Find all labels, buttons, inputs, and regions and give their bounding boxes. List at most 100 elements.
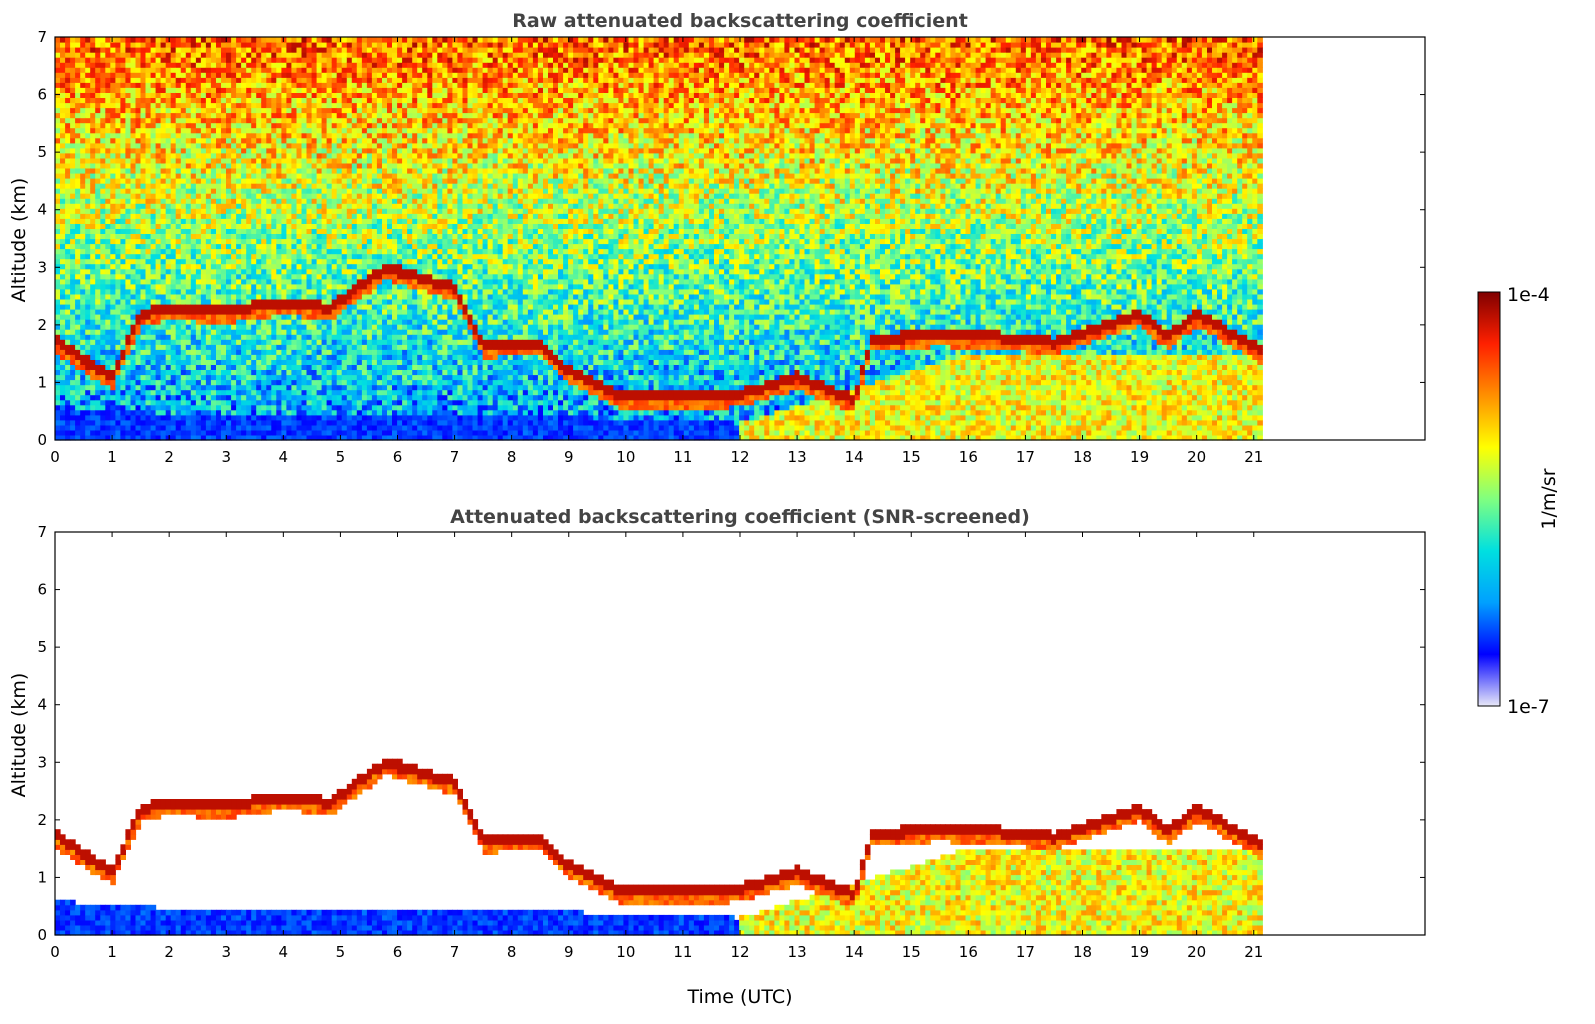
heatmap-cell — [322, 324, 328, 330]
heatmap-cell — [191, 108, 197, 114]
heatmap-cell — [191, 87, 197, 93]
heatmap-cell — [120, 344, 126, 350]
heatmap-cell — [80, 218, 86, 224]
heatmap-cell — [261, 133, 267, 139]
heatmap-cell — [317, 415, 323, 421]
heatmap-cell — [171, 123, 177, 129]
heatmap-cell — [85, 410, 91, 416]
heatmap-cell — [352, 244, 358, 250]
heatmap-cell — [65, 309, 71, 315]
heatmap-cell — [241, 57, 247, 63]
heatmap-cell — [110, 213, 116, 219]
heatmap-cell — [196, 163, 202, 169]
heatmap-cell — [266, 244, 272, 250]
heatmap-cell — [105, 148, 111, 154]
heatmap-cell — [201, 178, 207, 184]
heatmap-cell — [256, 47, 262, 53]
heatmap-cell — [297, 410, 303, 416]
heatmap-cell — [75, 269, 81, 275]
heatmap-cell — [120, 289, 126, 295]
heatmap-cell — [226, 143, 232, 149]
heatmap-cell — [302, 92, 308, 98]
heatmap-cell — [362, 42, 368, 48]
heatmap-cell — [166, 188, 172, 194]
heatmap-cell — [75, 188, 81, 194]
heatmap-cell — [186, 218, 192, 224]
heatmap-cell — [261, 128, 267, 134]
heatmap-cell — [327, 395, 333, 401]
heatmap-cell — [307, 37, 313, 43]
heatmap-cell — [291, 319, 297, 325]
heatmap-cell — [266, 239, 272, 245]
heatmap-cell — [362, 244, 368, 250]
heatmap-cell — [312, 264, 318, 270]
heatmap-cell — [327, 324, 333, 330]
heatmap-cell — [186, 334, 192, 340]
heatmap-cell — [216, 37, 222, 43]
heatmap-cell — [110, 269, 116, 275]
heatmap-cell — [75, 385, 81, 391]
heatmap-cell — [171, 249, 177, 255]
heatmap-cell — [266, 133, 272, 139]
heatmap-cell — [171, 188, 177, 194]
heatmap-cell — [181, 304, 187, 310]
heatmap-cell — [317, 254, 323, 260]
heatmap-cell — [186, 92, 192, 98]
heatmap-cell — [206, 87, 212, 93]
heatmap-cell — [146, 77, 152, 83]
heatmap-cell — [65, 385, 71, 391]
heatmap-cell — [302, 203, 308, 209]
heatmap-cell — [206, 430, 212, 436]
heatmap-cell — [100, 87, 106, 93]
heatmap-cell — [322, 213, 328, 219]
heatmap-cell — [196, 37, 202, 43]
heatmap-cell — [276, 37, 282, 43]
heatmap-cell — [236, 37, 242, 43]
heatmap-cell — [141, 294, 147, 300]
heatmap-cell — [100, 264, 106, 270]
heatmap-cell — [256, 203, 262, 209]
heatmap-cell — [146, 208, 152, 214]
heatmap-cell — [125, 400, 131, 406]
heatmap-cell — [216, 344, 222, 350]
heatmap-cell — [186, 385, 192, 391]
heatmap-cell — [166, 72, 172, 78]
heatmap-cell — [302, 259, 308, 265]
heatmap-cell — [181, 234, 187, 240]
heatmap-cell — [342, 339, 348, 345]
heatmap-cell — [105, 304, 111, 310]
heatmap-cell — [110, 370, 116, 376]
heatmap-cell — [125, 153, 131, 159]
heatmap-cell — [327, 430, 333, 436]
heatmap-cell — [211, 183, 217, 189]
heatmap-cell — [191, 37, 197, 43]
heatmap-cell — [291, 42, 297, 48]
heatmap-cell — [266, 52, 272, 58]
heatmap-cell — [201, 339, 207, 345]
heatmap-cell — [281, 359, 287, 365]
heatmap-cell — [191, 420, 197, 426]
heatmap-cell — [125, 188, 131, 194]
heatmap-cell — [276, 82, 282, 88]
heatmap-cell — [166, 62, 172, 68]
heatmap-cell — [241, 173, 247, 179]
heatmap-cell — [191, 203, 197, 209]
heatmap-cell — [80, 234, 86, 240]
heatmap-cell — [347, 128, 353, 134]
heatmap-cell — [286, 390, 292, 396]
heatmap-cell — [281, 72, 287, 78]
heatmap-cell — [181, 400, 187, 406]
heatmap-cell — [105, 405, 111, 411]
heatmap-cell — [90, 183, 96, 189]
heatmap-cell — [286, 163, 292, 169]
heatmap-cell — [85, 259, 91, 265]
heatmap-cell — [236, 284, 242, 290]
heatmap-cell — [241, 82, 247, 88]
heatmap-cell — [236, 309, 242, 315]
heatmap-cell — [90, 334, 96, 340]
heatmap-cell — [115, 218, 121, 224]
heatmap-cell — [322, 92, 328, 98]
heatmap-cell — [211, 420, 217, 426]
heatmap-cell — [151, 244, 157, 250]
heatmap-cell — [201, 354, 207, 360]
